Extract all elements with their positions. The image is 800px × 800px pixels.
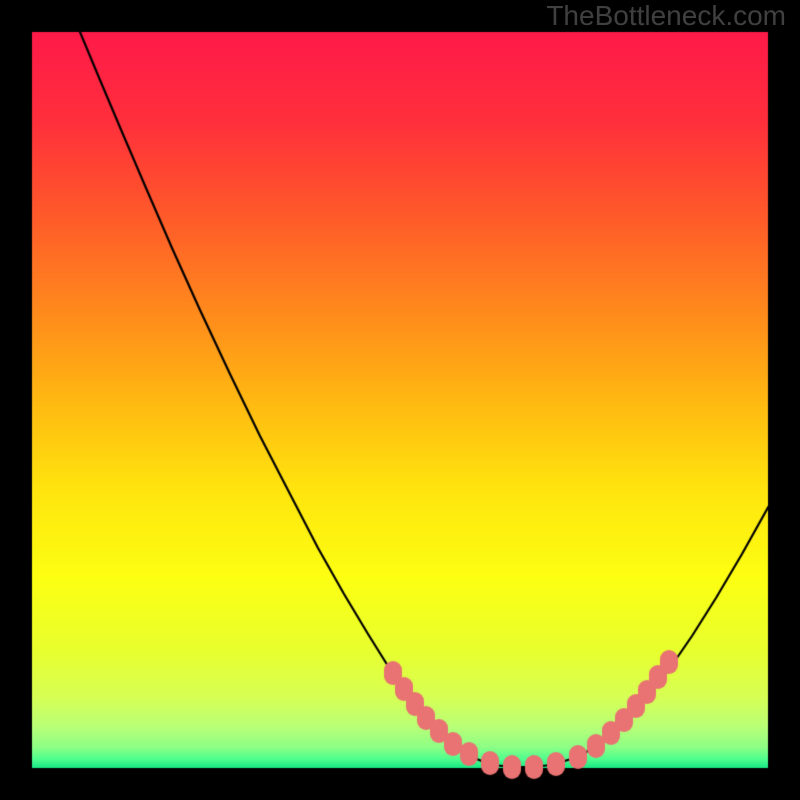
canvas-wrap <box>0 0 800 800</box>
bottleneck-chart-canvas <box>0 0 800 800</box>
chart-stage: TheBottleneck.com <box>0 0 800 800</box>
watermark-text: TheBottleneck.com <box>546 0 786 32</box>
